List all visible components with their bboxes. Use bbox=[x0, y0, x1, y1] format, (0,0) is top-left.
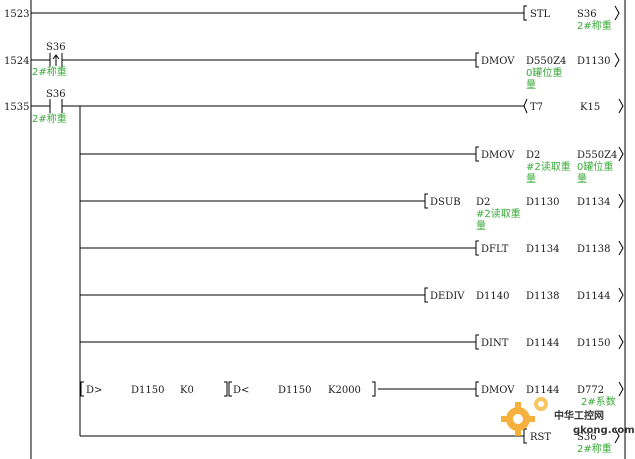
instr-op: DMOV bbox=[481, 150, 515, 161]
rung-1535[interactable]: S36 2#称重 T7 K15 bbox=[31, 89, 624, 125]
operand: S36 bbox=[577, 9, 597, 20]
contact-comment: 2#称重 bbox=[32, 112, 67, 125]
rung-branch-dint[interactable]: DINT D1144 D1150 bbox=[80, 334, 624, 350]
operand-comment: 量 bbox=[476, 220, 486, 232]
operand-comment: 0罐位重 bbox=[577, 160, 613, 173]
rung-branch-dsub[interactable]: DSUB D2 #2读取重 量 D1130 D1134 bbox=[80, 193, 624, 232]
rung-stl[interactable]: STL S36 2#称重 bbox=[31, 5, 620, 32]
contact-device: S36 bbox=[46, 42, 66, 53]
operand: D2 bbox=[476, 197, 490, 208]
operand: D1150 bbox=[278, 385, 311, 396]
compare-op: D< bbox=[233, 385, 249, 396]
compare-op: D> bbox=[86, 385, 102, 396]
operand-comment: 量 bbox=[526, 79, 536, 91]
instr-op: DINT bbox=[481, 338, 509, 349]
operand: D1134 bbox=[526, 244, 559, 255]
operand: D1144 bbox=[526, 338, 559, 349]
operand: D550Z4 bbox=[526, 56, 566, 67]
rung-branch-dediv[interactable]: DEDIV D1140 D1138 D1144 bbox=[80, 287, 624, 303]
watermark-url: gkong.com bbox=[573, 425, 635, 436]
operand: D1130 bbox=[526, 197, 559, 208]
instr-op: DSUB bbox=[430, 197, 461, 208]
operand-comment: #2读取重 bbox=[476, 207, 521, 220]
operand-comment: 2#系数 bbox=[581, 395, 616, 408]
instr-op: T7 bbox=[530, 102, 543, 113]
contact-comment: 2#称重 bbox=[32, 65, 67, 78]
step-number: 1524 bbox=[4, 56, 29, 67]
rising-edge-contact[interactable] bbox=[49, 53, 63, 67]
normally-open-contact[interactable] bbox=[49, 99, 63, 113]
rung-1524[interactable]: S36 2#称重 DMOV D550Z4 0罐位重 量 D1130 bbox=[31, 42, 620, 91]
rung-branch-compare[interactable]: D> D1150 K0 D< D1150 K2000 DMOV D1144 D7… bbox=[80, 381, 624, 408]
operand-comment: #2读取重 bbox=[526, 160, 571, 173]
step-number: 1535 bbox=[4, 102, 29, 113]
instr-op: RST bbox=[530, 432, 551, 443]
instr-op: DEDIV bbox=[430, 291, 465, 302]
operand-comment: 2#称重 bbox=[577, 442, 612, 455]
operand: D1138 bbox=[526, 291, 559, 302]
operand: D1134 bbox=[577, 197, 610, 208]
operand: D1140 bbox=[476, 291, 509, 302]
operand: K15 bbox=[580, 102, 600, 113]
operand-comment: 2#称重 bbox=[577, 19, 612, 32]
operand: K0 bbox=[180, 385, 194, 396]
gkong-watermark: 中华工控网 gkong.com bbox=[501, 397, 635, 436]
step-number: 1523 bbox=[4, 9, 29, 20]
operand: D1144 bbox=[577, 291, 610, 302]
operand: D1130 bbox=[577, 56, 610, 67]
operand-comment: 0罐位重 bbox=[526, 66, 562, 79]
operand: D2 bbox=[526, 150, 540, 161]
rung-branch-rst[interactable]: RST S36 2#称重 bbox=[80, 428, 620, 455]
rung-branch-dflt[interactable]: DFLT D1134 D1138 bbox=[80, 240, 624, 256]
gear-icon bbox=[501, 397, 548, 436]
rung-branch-dmov[interactable]: DMOV D2 #2读取重 量 D550Z4 0罐位重 量 bbox=[80, 146, 624, 185]
instr-op: DMOV bbox=[481, 385, 515, 396]
watermark-title: 中华工控网 bbox=[554, 409, 604, 422]
contact-device: S36 bbox=[46, 89, 66, 100]
operand: K2000 bbox=[328, 385, 361, 396]
operand: D1150 bbox=[577, 338, 610, 349]
operand-comment: 量 bbox=[577, 173, 587, 185]
instr-op: STL bbox=[530, 9, 551, 20]
operand: D1144 bbox=[526, 385, 559, 396]
operand-comment: 量 bbox=[526, 173, 536, 185]
compare-contact-lt[interactable]: D< D1150 K2000 bbox=[228, 381, 376, 397]
instr-op: DMOV bbox=[481, 56, 515, 67]
operand: D1150 bbox=[131, 385, 164, 396]
operand: D1138 bbox=[577, 244, 610, 255]
operand: S36 bbox=[577, 432, 597, 443]
operand: D772 bbox=[577, 385, 604, 396]
operand: D550Z4 bbox=[577, 150, 617, 161]
compare-contact-gt[interactable]: D> D1150 K0 bbox=[80, 381, 228, 397]
instr-op: DFLT bbox=[481, 244, 509, 255]
